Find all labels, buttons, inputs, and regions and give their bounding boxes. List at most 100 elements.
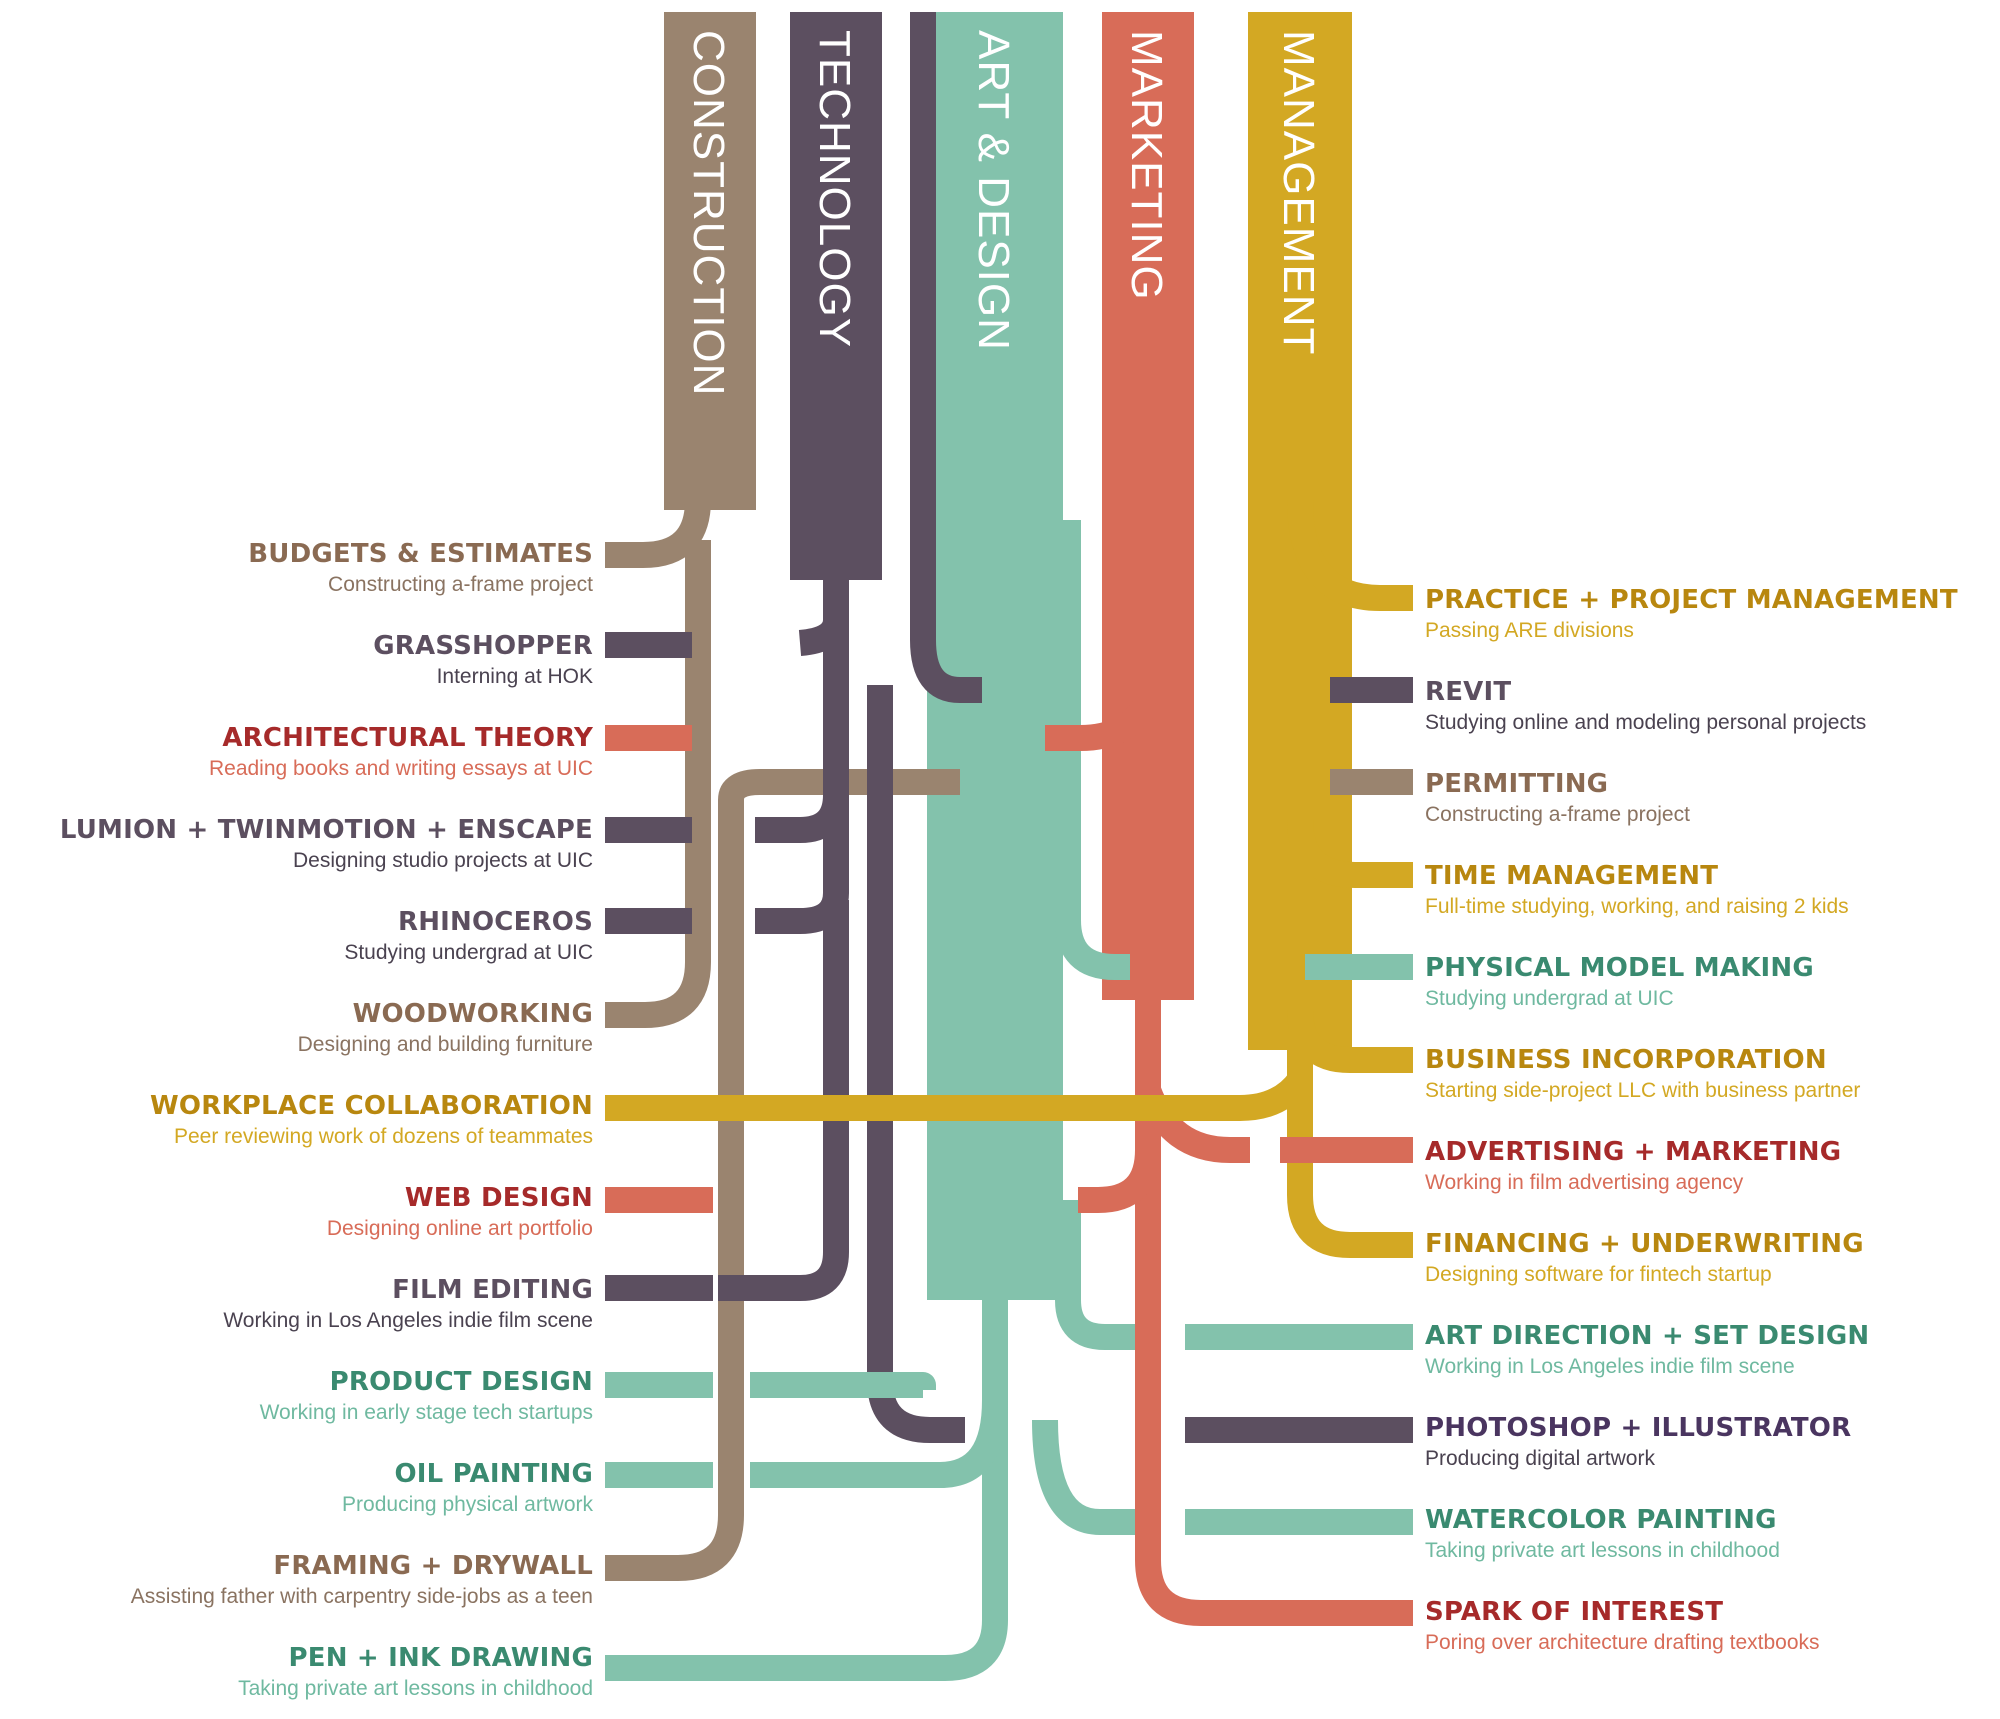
left-skill-item: OIL PAINTING Producing physical artwork <box>342 1458 593 1520</box>
skill-title: PEN + INK DRAWING <box>288 1643 593 1673</box>
right-skill-item: ART DIRECTION + SET DESIGN Working in Los… <box>1425 1320 1869 1382</box>
skill-title: WATERCOLOR PAINTING <box>1425 1505 1777 1535</box>
skill-title: FRAMING + DRYWALL <box>273 1551 593 1581</box>
skill-subtitle: Designing and building furniture <box>297 1033 593 1056</box>
art-branch-artdir <box>1055 1200 1155 1350</box>
management-branch-time <box>1287 580 1413 888</box>
skill-subtitle: Assisting father with carpentry side-job… <box>130 1585 593 1608</box>
skill-subtitle: Poring over architecture drafting textbo… <box>1425 1631 1820 1654</box>
skill-title: FILM EDITING <box>392 1275 593 1305</box>
skill-subtitle: Studying undergrad at UIC <box>344 941 593 964</box>
skill-title: BUDGETS & ESTIMATES <box>248 539 593 569</box>
skill-title: RHINOCEROS <box>397 907 593 937</box>
skill-title: TIME MANAGEMENT <box>1425 861 1719 891</box>
skill-title: WEB DESIGN <box>404 1183 593 1213</box>
art-branch-watercolor <box>1032 1419 1155 1535</box>
skill-title: WORKPLACE COLLABORATION <box>150 1091 593 1121</box>
skill-subtitle: Taking private art lessons in childhood <box>1425 1539 1780 1562</box>
right-skill-item: FINANCING + UNDERWRITING Designing softwa… <box>1425 1228 1864 1290</box>
skill-subtitle: Working in Los Angeles indie film scene <box>1425 1355 1795 1378</box>
skill-subtitle: Constructing a-frame project <box>1425 803 1690 826</box>
right-skill-item: WATERCOLOR PAINTING Taking private art le… <box>1425 1504 1780 1566</box>
left-skill-item: ARCHITECTURAL THEORY Reading books and wr… <box>209 722 593 784</box>
skill-subtitle: Taking private art lessons in childhood <box>238 1677 593 1700</box>
right-skill-item: PRACTICE + PROJECT MANAGEMENT Passing ARE… <box>1425 584 1958 646</box>
category-label-technology: TECHNOLOGY <box>810 30 859 348</box>
left-skill-item: WOODWORKING Designing and building furnit… <box>298 998 593 1060</box>
right-skill-item: REVIT Studying online and modeling person… <box>1425 676 1866 738</box>
technology-branch-rhino <box>755 780 849 934</box>
skill-title: OIL PAINTING <box>394 1459 593 1489</box>
skill-title: BUSINESS INCORPORATION <box>1425 1045 1827 1075</box>
right-skill-item: ADVERTISING + MARKETING Working in film a… <box>1425 1136 1841 1198</box>
right-skill-item: PERMITTING Constructing a-frame project <box>1425 768 1690 830</box>
management-branches <box>605 12 1413 1258</box>
art-branch-pen <box>605 1330 1008 1681</box>
skill-subtitle: Interning at HOK <box>436 665 593 688</box>
art-branch-product <box>750 1371 936 1398</box>
skill-title: PRODUCT DESIGN <box>329 1367 593 1397</box>
skill-subtitle: Designing online art portfolio <box>326 1217 593 1240</box>
marketing-trunk <box>1135 12 1413 1626</box>
art-branch-model <box>1055 520 1130 980</box>
left-skill-item: WEB DESIGN Designing online art portfolio <box>327 1182 593 1244</box>
skill-subtitle: Working in Los Angeles indie film scene <box>223 1309 593 1332</box>
skill-subtitle: Designing studio projects at UIC <box>293 849 593 872</box>
category-labels: CONSTRUCTION TECHNOLOGY ART & DESIGN MARKET… <box>684 30 1323 396</box>
skill-title: PRACTICE + PROJECT MANAGEMENT <box>1425 585 1958 615</box>
skill-title: SPARK OF INTEREST <box>1425 1597 1724 1627</box>
right-skill-item: TIME MANAGEMENT Full-time studying, worki… <box>1425 860 1849 922</box>
skill-title: PERMITTING <box>1425 769 1609 799</box>
skill-title: REVIT <box>1425 677 1512 707</box>
skill-subtitle: Starting side-project LLC with business … <box>1425 1079 1861 1102</box>
category-label-construction: CONSTRUCTION <box>684 30 733 396</box>
skill-subtitle: Producing digital artwork <box>1425 1447 1655 1470</box>
technology-branch-grasshopper <box>910 12 990 703</box>
marketing-branch-web <box>1078 1149 1161 1213</box>
left-skill-item: GRASSHOPPER Interning at HOK <box>373 630 593 692</box>
left-skill-item: WORKPLACE COLLABORATION Peer reviewing wo… <box>150 1090 593 1152</box>
left-skill-item: FILM EDITING Working in Los Angeles indie… <box>223 1274 593 1336</box>
management-branch-practice <box>1287 499 1413 611</box>
skill-subtitle: Studying undergrad at UIC <box>1425 987 1674 1010</box>
skill-subtitle: Peer reviewing work of dozens of teammat… <box>173 1125 593 1148</box>
left-skill-item: LUMION + TWINMOTION + ENSCAPE Designing s… <box>60 814 593 876</box>
skill-subtitle: Producing physical artwork <box>342 1493 593 1516</box>
left-skill-item: FRAMING + DRYWALL Assisting father with c… <box>131 1550 593 1612</box>
construction-branch-woodworking <box>605 540 711 1028</box>
marketing-branches <box>1045 12 1413 1626</box>
skill-title: WOODWORKING <box>352 999 593 1029</box>
skill-title: GRASSHOPPER <box>373 631 593 661</box>
right-skill-item: SPARK OF INTEREST Poring over architectur… <box>1425 1596 1820 1658</box>
skill-title: FINANCING + UNDERWRITING <box>1425 1229 1864 1259</box>
category-label-management: MANAGEMENT <box>1274 30 1323 355</box>
technology-branch-film <box>718 900 849 1301</box>
skill-title: ARCHITECTURAL THEORY <box>222 723 593 753</box>
art-branch-oil <box>750 1399 1008 1488</box>
skill-subtitle: Designing software for fintech startup <box>1425 1263 1772 1286</box>
skill-title: PHOTOSHOP + ILLUSTRATOR <box>1425 1413 1852 1443</box>
skill-subtitle: Reading books and writing essays at UIC <box>208 757 593 780</box>
construction-branch-framing <box>605 820 744 1581</box>
right-skill-item: PHYSICAL MODEL MAKING Studying undergrad … <box>1425 952 1814 1014</box>
skill-subtitle: Full-time studying, working, and raising… <box>1425 895 1849 918</box>
skill-subtitle: Studying online and modeling personal pr… <box>1425 711 1867 734</box>
right-skill-item: BUSINESS INCORPORATION Starting side-proj… <box>1425 1044 1860 1106</box>
skill-subtitle: Passing ARE divisions <box>1425 619 1634 642</box>
category-label-marketing: MARKETING <box>1122 30 1171 301</box>
left-skill-item: PEN + INK DRAWING Taking private art less… <box>238 1642 593 1704</box>
construction-branch-permitting <box>718 769 960 1000</box>
left-skill-item: BUDGETS & ESTIMATES Constructing a-frame … <box>248 538 593 600</box>
construction-trunk <box>605 12 711 568</box>
art-design-branches <box>605 12 1155 1681</box>
connector-stubs <box>605 632 1413 1535</box>
skill-subtitle: Working in early stage tech startups <box>259 1401 593 1424</box>
skill-subtitle: Working in film advertising agency <box>1425 1171 1744 1194</box>
marketing-branch-theory <box>1045 693 1160 751</box>
right-skill-item: PHOTOSHOP + ILLUSTRATOR Producing digital… <box>1425 1412 1851 1474</box>
left-skill-item: PRODUCT DESIGN Working in early stage tec… <box>260 1366 593 1428</box>
skill-title: PHYSICAL MODEL MAKING <box>1425 953 1814 983</box>
skill-title: ADVERTISING + MARKETING <box>1425 1137 1842 1167</box>
